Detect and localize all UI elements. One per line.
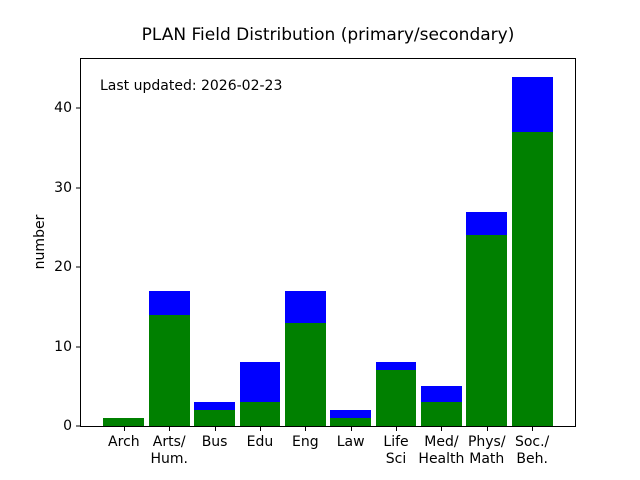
bar-segment-primary: [330, 418, 372, 426]
bar-segment-primary: [375, 370, 417, 426]
bar-segment-primary: [194, 410, 235, 426]
x-tick: [305, 427, 307, 431]
bar-segment-primary: [284, 322, 326, 426]
x-tick-label: Bus: [201, 434, 228, 450]
bar-segment-secondary: [284, 290, 326, 323]
bar-segment-secondary: [375, 362, 417, 371]
x-tick: [214, 427, 216, 431]
bar-segment-primary: [420, 402, 462, 426]
x-tick-label: Arch: [108, 434, 140, 450]
bar-segment-secondary: [466, 211, 508, 236]
bar-segment-primary: [466, 235, 508, 426]
x-tick-label: Eng: [292, 434, 319, 450]
x-tick-label: Soc./ Beh.: [514, 434, 550, 467]
bar-segment-primary: [239, 402, 281, 426]
y-tick: [76, 346, 80, 348]
chart-title: PLAN Field Distribution (primary/seconda…: [141, 25, 515, 45]
bar-segment-secondary: [194, 402, 235, 411]
x-tick-label: Med/ Health: [418, 434, 465, 467]
bar-segment-secondary: [420, 386, 462, 403]
y-tick-label: 40: [54, 100, 72, 117]
y-tick: [76, 425, 80, 427]
annotation-last-updated: Last updated: 2026-02-23: [100, 78, 283, 94]
y-tick-label: 20: [54, 259, 72, 276]
x-tick: [441, 427, 443, 431]
x-tick: [123, 427, 125, 431]
x-tick: [486, 427, 488, 431]
y-tick-label: 10: [54, 338, 72, 355]
bar-segment-primary: [103, 418, 145, 426]
y-tick: [76, 266, 80, 268]
bar-segment-secondary: [148, 290, 190, 315]
x-tick-label: Phys/ Math: [467, 434, 506, 467]
x-tick: [259, 427, 261, 431]
x-tick: [396, 427, 398, 431]
bar-segment-primary: [148, 314, 190, 426]
y-tick: [76, 107, 80, 109]
x-tick-label: Life Sci: [383, 434, 409, 467]
bar-segment-primary: [511, 132, 553, 426]
x-tick-label: Law: [336, 434, 365, 450]
bar-segment-secondary: [511, 76, 553, 133]
bar-segment-secondary: [239, 362, 281, 403]
y-tick-label: 30: [54, 179, 72, 196]
plot-area: Last updated: 2026-02-23 Arch Arts/ Hum. B…: [54, 58, 576, 467]
bar-segment-secondary: [330, 410, 372, 419]
x-tick-label: Arts/ Hum.: [150, 434, 188, 467]
x-tick-label: Edu: [246, 434, 274, 450]
y-tick-label: 0: [63, 418, 72, 434]
x-tick: [169, 427, 171, 431]
x-tick: [350, 427, 352, 431]
x-tick: [532, 427, 534, 431]
y-tick: [76, 187, 80, 189]
y-axis-label: number: [32, 214, 48, 270]
